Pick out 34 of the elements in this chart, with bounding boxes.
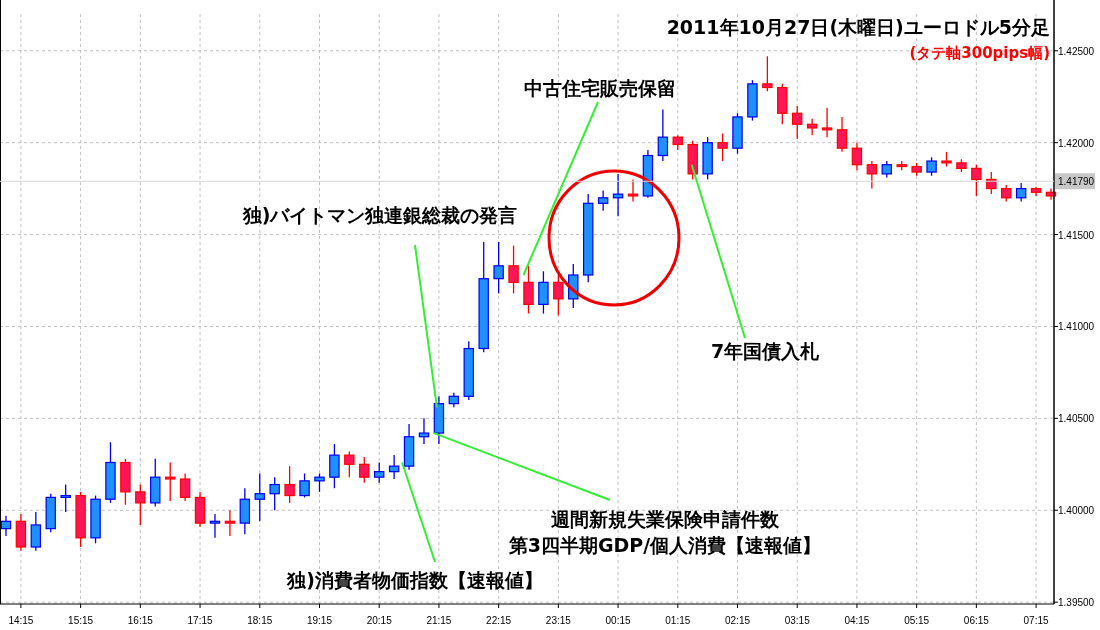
x-tick-label: 01:15 (665, 615, 691, 626)
x-tick-label: 23:15 (545, 615, 572, 626)
y-tick-label: 1.39500 (1058, 597, 1095, 609)
annotation: 中古住宅販売保留 (524, 77, 676, 99)
x-tick-label: 02:15 (724, 615, 751, 626)
x-tick-label: 14:15 (8, 615, 34, 626)
x-tick-label: 04:15 (844, 615, 870, 626)
annotation: 独)バイトマン独連銀総裁の発言 (241, 204, 518, 226)
y-tick-label: 1.41500 (1058, 229, 1095, 241)
y-tick-label: 1.41000 (1058, 321, 1095, 333)
x-tick-label: 19:15 (306, 615, 333, 626)
x-tick-label: 15:15 (68, 615, 94, 626)
x-tick-label: 00:15 (605, 615, 632, 626)
x-tick-label: 18:15 (247, 615, 273, 626)
annotation: 週間新規失業保険申請件数 (550, 508, 780, 530)
y-tick-label: 1.42000 (1058, 137, 1095, 149)
x-tick-label: 17:15 (187, 615, 213, 626)
y-tick-label: 1.42500 (1058, 45, 1095, 57)
y-tick-label: 1.40500 (1058, 413, 1095, 425)
x-tick-label: 20:15 (366, 615, 393, 626)
x-tick-label: 22:15 (486, 615, 512, 626)
y-tick-label: 1.40000 (1058, 505, 1095, 517)
x-tick-label: 03:15 (784, 615, 811, 626)
ref-line-label: 1.41790 (1058, 176, 1095, 188)
x-tick-label: 06:15 (963, 615, 990, 626)
text: (タテ軸300pips幅) (909, 44, 1050, 62)
annotation: 独)消費者物価指数【速報値】 (286, 569, 543, 591)
chart-title: 2011年10月27日(木曜日)ユーロドル5分足 (666, 16, 1050, 38)
x-tick-label: 16:15 (127, 615, 154, 626)
x-tick-label: 05:15 (904, 615, 930, 626)
x-tick-label: 21:15 (426, 615, 452, 626)
x-tick-label: 07:15 (1023, 615, 1050, 626)
annotation: 7年国債入札 (710, 340, 821, 362)
annotation: 第3四半期GDP/個人消費【速報値】 (507, 534, 822, 556)
